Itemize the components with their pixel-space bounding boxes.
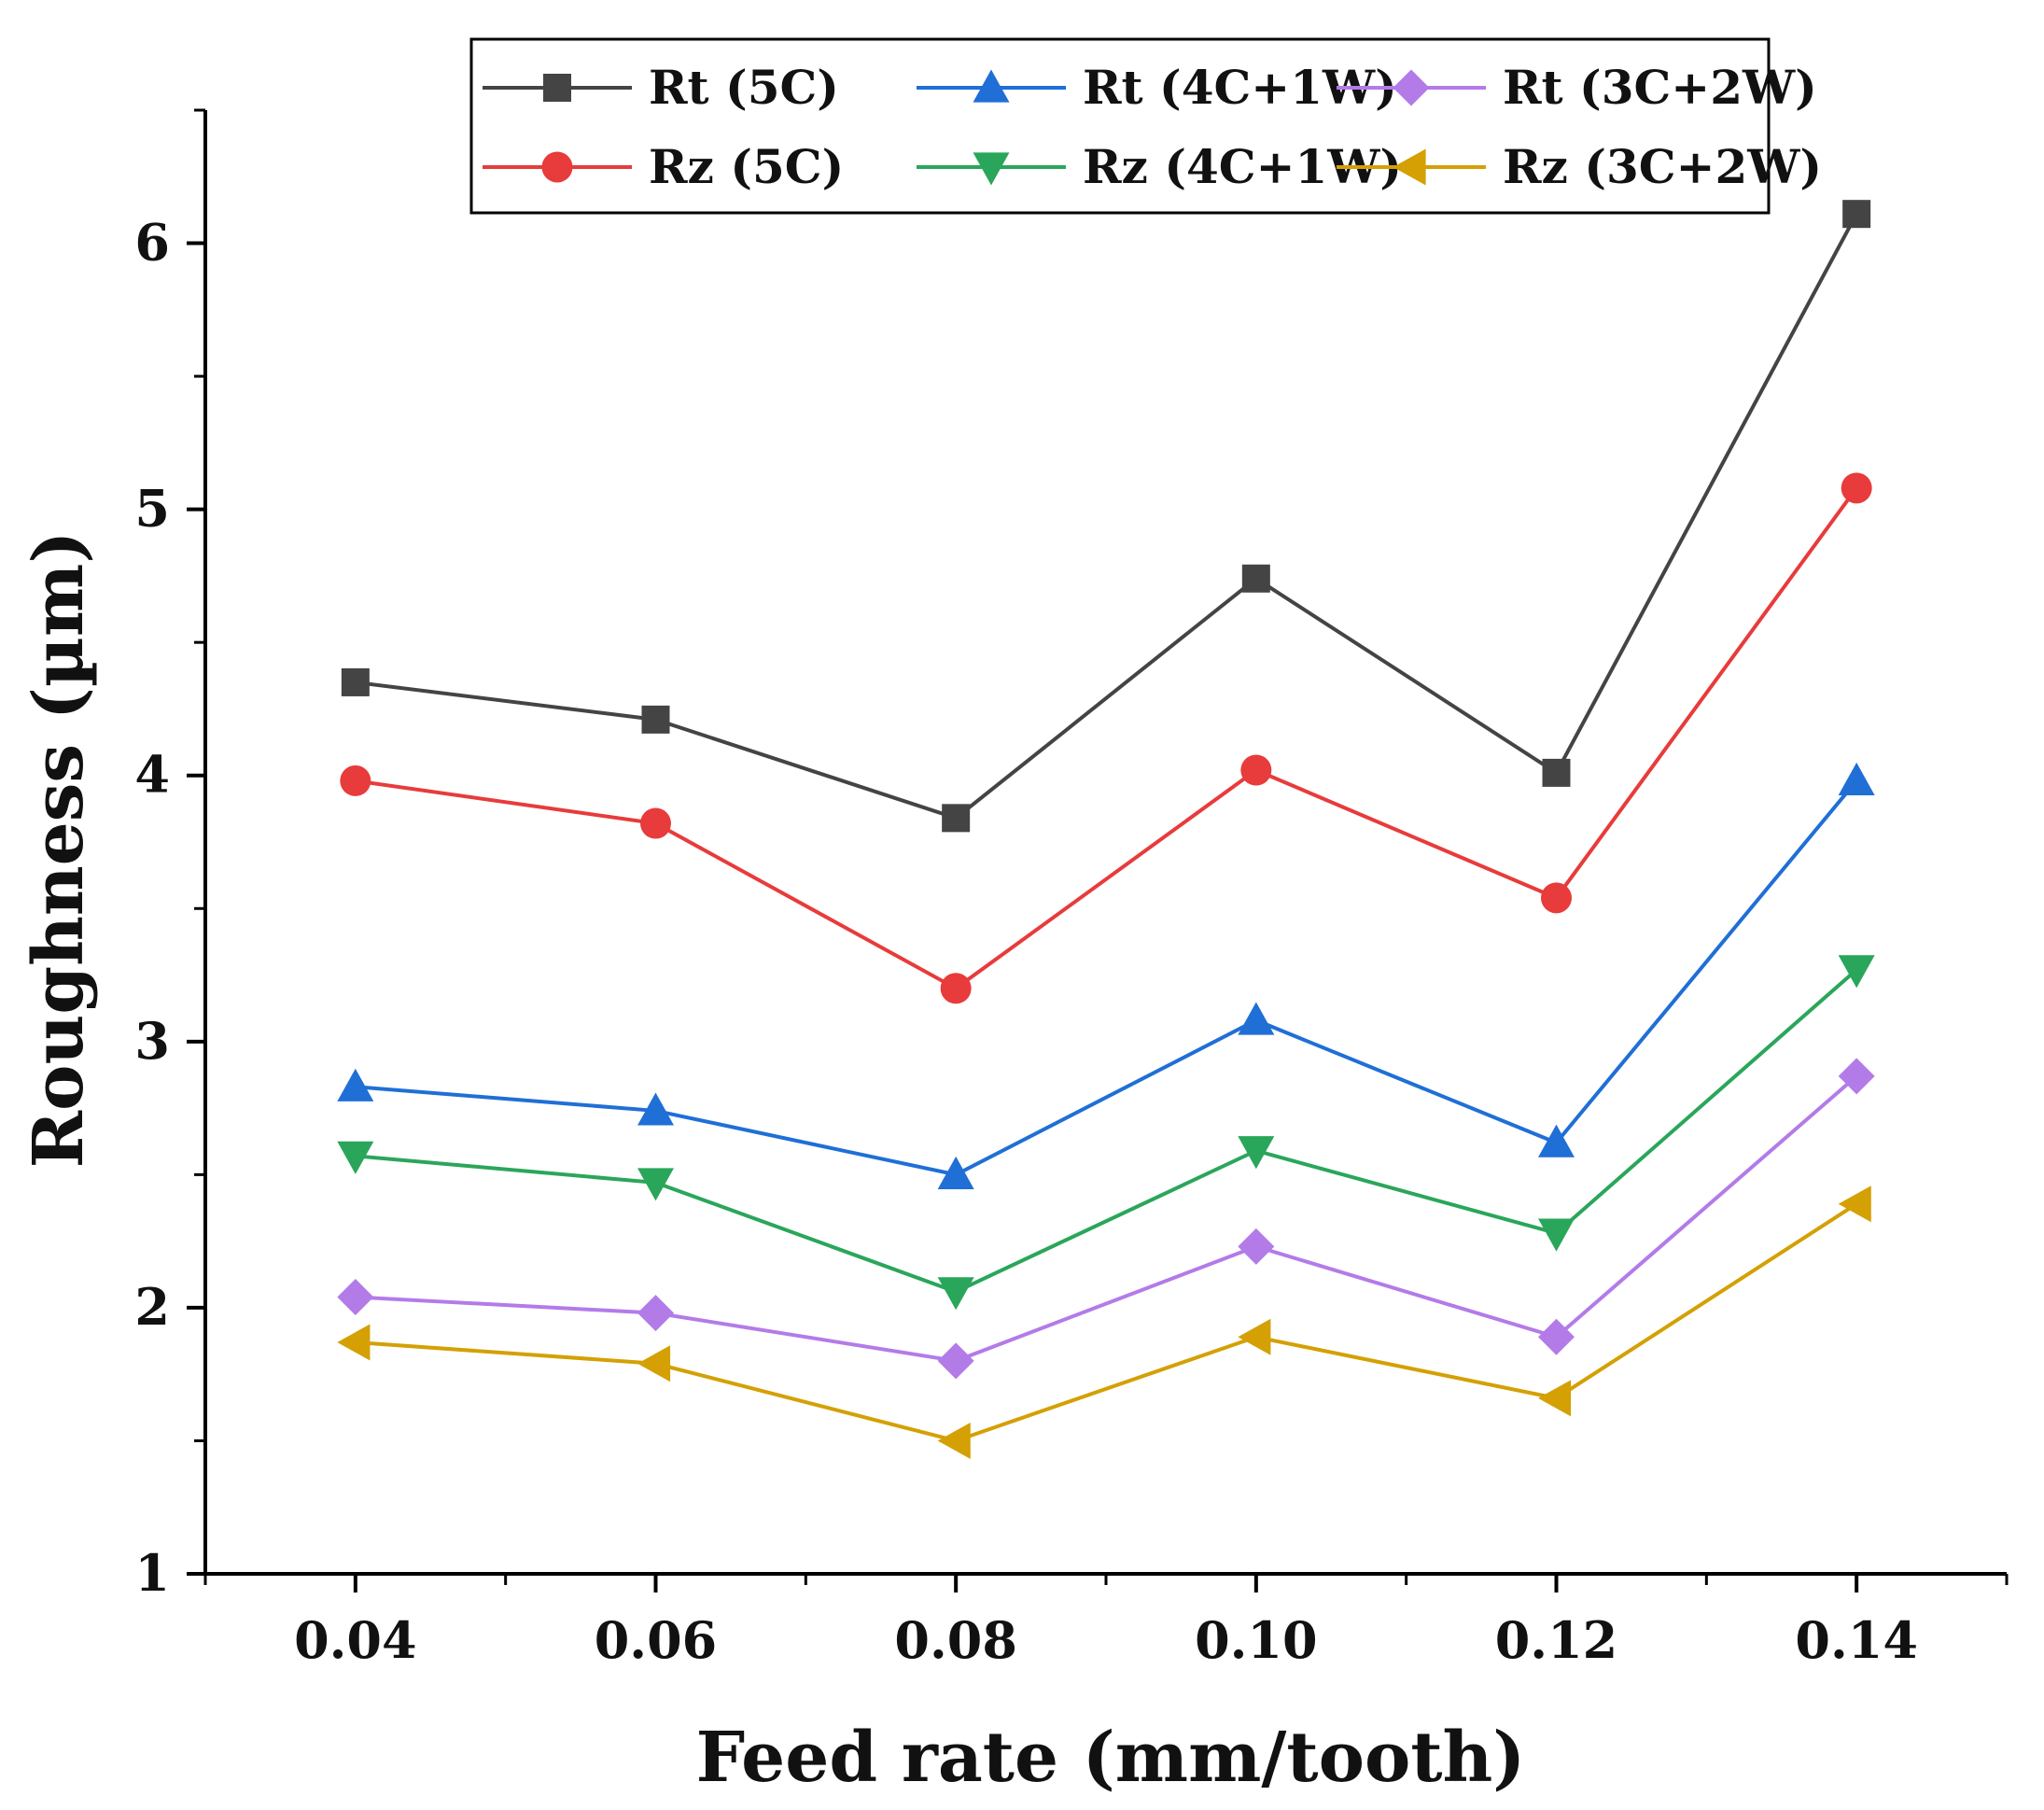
data-point (1241, 564, 1270, 593)
legend-swatch-marker (973, 69, 1010, 103)
data-point (1541, 882, 1572, 914)
data-point (1238, 1002, 1275, 1035)
data-point (937, 1277, 974, 1311)
series-5 (337, 1186, 1871, 1459)
legend-swatch-marker (543, 74, 571, 102)
data-point (341, 667, 370, 696)
data-point (1238, 1318, 1271, 1355)
data-point (1538, 1318, 1575, 1355)
data-point (641, 705, 670, 734)
x-tick-label: 0.10 (1195, 1610, 1318, 1670)
y-axis-title: Roughness (µm) (19, 531, 99, 1169)
legend: Rt (5C) Rt (4C+1W) Rt (3C+2W)Rz (5C) Rz (4C… (469, 37, 1822, 215)
data-point (1842, 200, 1871, 229)
x-axis-title: Feed rate (mm/tooth) (696, 1718, 1526, 1798)
y-tick-label: 3 (134, 1011, 170, 1071)
data-point (1538, 1380, 1572, 1417)
x-tick-label: 0.12 (1495, 1610, 1618, 1670)
data-point (637, 1092, 674, 1126)
series-1 (337, 762, 1875, 1189)
legend-swatch-marker (973, 152, 1010, 186)
series-line (355, 1202, 1858, 1443)
data-point (637, 1295, 674, 1332)
x-tick-label: 0.04 (294, 1610, 417, 1670)
legend-swatch-marker (541, 151, 573, 183)
data-point (1838, 1186, 1871, 1223)
legend-label: Rz (5C) (649, 139, 844, 194)
data-point (1841, 472, 1872, 504)
x-tick-label: 0.06 (595, 1610, 718, 1670)
y-tick-label: 4 (134, 745, 170, 805)
data-point (937, 1342, 974, 1380)
legend-label: Rz (3C+2W) (1503, 139, 1822, 194)
legend-item: Rt (3C+2W) (1337, 60, 1817, 115)
legend-label: Rt (3C+2W) (1503, 60, 1817, 115)
axes: 0.04 0.06 0.08 0.10 0.12 0.14 1 2 3 4 5 6 (134, 108, 2009, 1670)
y-tick-label: 5 (134, 479, 170, 539)
legend-swatch-marker (1393, 69, 1430, 106)
legend-box (469, 37, 1771, 215)
data-point (337, 1324, 371, 1361)
data-point (1838, 762, 1875, 796)
x-tick-label: 0.14 (1795, 1610, 1918, 1670)
series-3 (340, 472, 1872, 1004)
series-line (355, 779, 1858, 1177)
data-point (1838, 1058, 1875, 1095)
legend-item: Rt (5C) (483, 60, 839, 115)
series-2 (337, 1058, 1875, 1380)
data-point (937, 1422, 971, 1459)
data-point (1238, 1136, 1275, 1170)
series-line (355, 213, 1858, 821)
series-0 (341, 200, 1871, 833)
y-tick-label: 1 (134, 1543, 170, 1603)
series-line (355, 486, 1858, 991)
data-point (1538, 1218, 1575, 1252)
data-point (1238, 1228, 1275, 1265)
legend-swatch-marker (1393, 148, 1426, 186)
series-4 (337, 955, 1875, 1311)
data-point (340, 765, 371, 796)
legend-item: Rz (3C+2W) (1337, 139, 1822, 194)
x-tick-label: 0.08 (894, 1610, 1017, 1670)
data-point (1838, 955, 1875, 989)
y-tick-label: 2 (134, 1277, 170, 1337)
data-point (640, 807, 671, 839)
data-point (337, 1279, 374, 1316)
data-point (940, 973, 972, 1004)
series-line (355, 968, 1858, 1294)
series-line (355, 1074, 1858, 1363)
data-point (1240, 754, 1272, 786)
data-point (637, 1345, 671, 1382)
data-point (637, 1168, 674, 1201)
data-point (942, 804, 971, 833)
data-point (937, 1156, 974, 1189)
data-point (337, 1068, 374, 1101)
legend-label: Rt (5C) (649, 60, 839, 115)
data-point (1542, 758, 1571, 787)
series-layer (337, 200, 1875, 1459)
data-point (1538, 1124, 1575, 1158)
y-tick-label: 6 (134, 213, 170, 273)
data-point (337, 1141, 374, 1174)
legend-item: Rz (5C) (483, 139, 844, 194)
